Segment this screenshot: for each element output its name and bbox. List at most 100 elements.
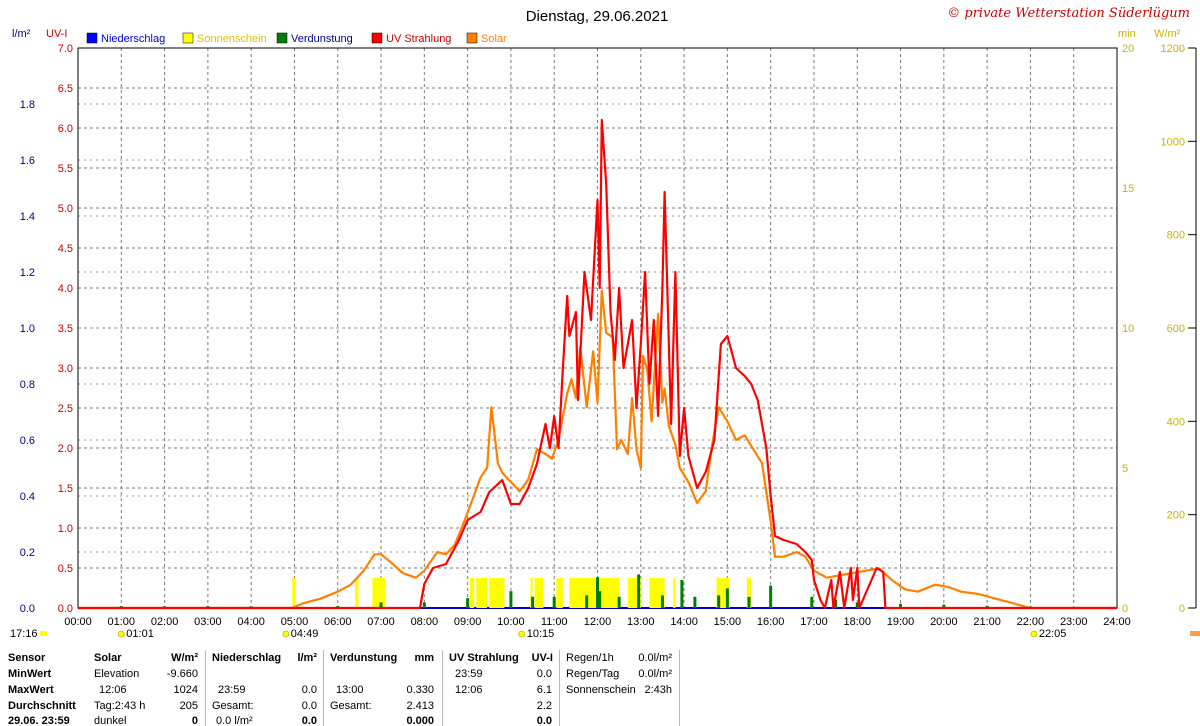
x-tick-label: 02:00: [151, 616, 179, 628]
x-tick-label: 22:00: [1017, 616, 1045, 628]
right-axis-1-label: min: [1118, 28, 1136, 40]
stats-rain-r4b: 0.0: [301, 715, 317, 726]
evaporation-bar: [834, 599, 838, 608]
x-tick-label: 11:00: [541, 616, 568, 628]
legend-swatch-sonnenschein: [182, 32, 194, 44]
stats-solar-r3a: Tag:2:43 h: [94, 700, 146, 712]
series-solar-line: [78, 289, 1117, 610]
evaporation-bar: [899, 603, 903, 608]
sun-marker-label: 22:05: [1039, 628, 1067, 640]
stats-solar-r4b: 0: [191, 715, 198, 726]
y-tick-label-minutes: 5: [1122, 463, 1128, 475]
sunshine-bar: [372, 578, 386, 608]
sun-marker-icon: [518, 630, 526, 638]
y-tick-label-uv: 2.5: [58, 403, 73, 415]
sunshine-bars: [292, 578, 752, 608]
stats-extra-r3b: 2:43h: [644, 684, 672, 696]
evaporation-bar: [552, 596, 556, 608]
x-tick-label: 01:00: [108, 616, 136, 628]
x-tick-label: 23:00: [1060, 616, 1088, 628]
y-tick-label-rain: 1.4: [20, 211, 35, 223]
evaporation-bar: [680, 580, 684, 608]
corner-sun-icon: [40, 631, 47, 636]
evaporation-bar: [747, 596, 751, 608]
stats-uv-r1b: 0.0: [536, 668, 552, 680]
legend-swatch-niederschlag: [86, 32, 98, 44]
y-tick-label-rain: 1.8: [20, 99, 35, 111]
sun-marker-icon: [117, 630, 125, 638]
x-tick-label: 04:00: [237, 616, 265, 628]
stats-rain-r3b: 0.0: [301, 700, 317, 712]
statistics-table: Sensor MinWert MaxWert Durchschnitt 29.0…: [0, 648, 1200, 726]
stats-solar-r2b: 1024: [173, 684, 198, 696]
evaporation-bar: [942, 604, 946, 608]
legend-niederschlag: Niederschlag: [101, 33, 165, 45]
evaporation-bar: [725, 588, 729, 608]
left-axis-2-label: UV-I: [46, 28, 67, 40]
stats-extra-r1a: Regen/1h: [566, 652, 614, 664]
x-tick-label: 16:00: [757, 616, 785, 628]
stats-row-avg: Durchschnitt: [8, 700, 76, 712]
legend-sonnenschein: Sonnenschein: [197, 33, 267, 45]
x-tick-label: 09:00: [454, 616, 482, 628]
x-tick-label: 24:00: [1103, 616, 1131, 628]
x-tick-label: 13:00: [627, 616, 655, 628]
stats-rain-unit: l/m²: [297, 652, 317, 664]
series-uv-line: [78, 118, 1117, 610]
stats-solar-unit: W/m²: [171, 652, 198, 664]
stats-evap-r3a: Gesamt:: [330, 700, 372, 712]
stats-solar-r1b: -9.660: [166, 668, 198, 680]
y-tick-label-rain: 1.2: [20, 267, 35, 279]
x-tick-label: 14:00: [670, 616, 698, 628]
stats-evap-r2b: 0.330: [406, 684, 434, 696]
y-tick-label-solar: 800: [1167, 230, 1185, 242]
y-tick-label-minutes: 15: [1122, 183, 1134, 195]
sunshine-bar: [716, 578, 721, 608]
y-tick-label-uv: 6.0: [58, 123, 73, 135]
stats-extra-r2b: 0.0l/m²: [638, 668, 672, 680]
chart-title: Dienstag, 29.06.2021: [526, 8, 669, 25]
evaporation-bars: [119, 574, 1032, 608]
y-tick-label-minutes: 0: [1122, 603, 1128, 615]
y-tick-label-uv: 3.0: [58, 363, 73, 375]
sunshine-bar: [649, 578, 665, 608]
evaporation-bar: [985, 605, 989, 608]
sunshine-bar: [292, 578, 296, 608]
stats-uv-unit: UV-I: [531, 652, 553, 664]
x-tick-label: 20:00: [930, 616, 958, 628]
stats-separator: [679, 650, 680, 726]
tick-labels: 00:00 01:00 02:00 03:00 04:00 05:00 06:00 07:00…: [20, 43, 1185, 628]
x-tick-label: 10:00: [497, 616, 525, 628]
evaporation-bar: [693, 596, 697, 608]
sunshine-bar: [720, 578, 730, 608]
sunshine-bar: [476, 578, 488, 608]
x-tick-label: 12:00: [584, 616, 612, 628]
evaporation-bar: [379, 602, 383, 608]
evaporation-bar: [531, 596, 535, 608]
y-tick-label-minutes: 10: [1122, 323, 1134, 335]
sun-marker-icon: [1030, 630, 1038, 638]
y-tick-label-uv: 2.0: [58, 443, 73, 455]
sun-marker-label: 10:15: [527, 628, 555, 640]
y-tick-label-rain: 0.2: [20, 547, 35, 559]
stats-solar-r3b: 205: [179, 700, 198, 712]
evaporation-bar: [585, 595, 589, 608]
stats-uv-r2a: 12:06: [455, 684, 483, 696]
stats-header-sensor: Sensor: [8, 652, 46, 664]
evaporation-bar: [660, 595, 664, 608]
stats-solar-header: Solar: [94, 652, 122, 664]
stats-rain-header: Niederschlag: [212, 652, 282, 664]
stats-evap-r4b: 0.000: [406, 715, 434, 726]
evaporation-bar: [466, 598, 470, 608]
legend-verdunstung: Verdunstung: [291, 33, 353, 45]
stats-solar-r1a: Elevation: [94, 668, 140, 680]
evaporation-bar: [769, 585, 773, 608]
sunshine-bar: [355, 578, 359, 608]
stats-extra-r1b: 0.0l/m²: [638, 652, 672, 664]
y-tick-label-uv: 6.5: [58, 83, 73, 95]
evaporation-bar: [717, 595, 721, 608]
legend-solar: Solar: [481, 33, 507, 45]
y-tick-label-uv: 1.5: [58, 483, 73, 495]
grid: [78, 48, 1117, 608]
